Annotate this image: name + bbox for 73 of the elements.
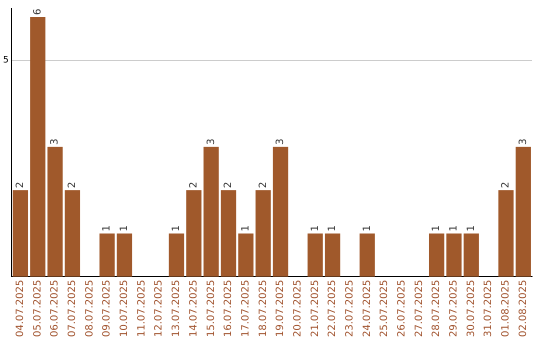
data-label: 2 xyxy=(14,182,26,188)
bar xyxy=(272,146,288,277)
x-tick-label: 10.07.2025 xyxy=(119,280,130,338)
data-label: 3 xyxy=(50,138,61,145)
data-label: 3 xyxy=(206,138,217,145)
data-label: 1 xyxy=(310,225,321,232)
x-tick-label: 16.07.2025 xyxy=(223,280,234,338)
bar xyxy=(238,233,254,277)
bar xyxy=(30,17,46,277)
x-tick-label: 23.07.2025 xyxy=(344,280,356,338)
bar xyxy=(256,190,271,277)
bar xyxy=(12,190,28,277)
bar xyxy=(498,190,514,277)
x-tick-label: 08.07.2025 xyxy=(84,280,96,338)
bar xyxy=(516,146,531,277)
x-tick-label: 31.07.2025 xyxy=(483,280,494,338)
data-label: 1 xyxy=(240,225,252,232)
data-label: 1 xyxy=(466,225,477,232)
bar xyxy=(204,146,219,277)
x-tick-label: 13.07.2025 xyxy=(171,280,182,338)
data-label: 1 xyxy=(119,225,130,232)
data-label: 3 xyxy=(275,138,286,145)
data-label: 1 xyxy=(362,225,373,232)
bar xyxy=(324,233,340,277)
x-tick-label: 01.08.2025 xyxy=(500,280,512,338)
x-tick-label: 11.07.2025 xyxy=(136,280,148,338)
x-tick-label: 27.07.2025 xyxy=(414,280,425,338)
x-tick-label: 18.07.2025 xyxy=(258,280,269,338)
bar xyxy=(168,233,184,277)
data-label: 2 xyxy=(500,182,512,188)
data-label: 2 xyxy=(223,182,234,188)
bar xyxy=(446,233,462,277)
x-tick-label: 24.07.2025 xyxy=(362,280,373,338)
x-tick-label: 14.07.2025 xyxy=(188,280,200,338)
data-label: 1 xyxy=(448,225,460,232)
data-label: 1 xyxy=(171,225,182,232)
x-tick-label: 28.07.2025 xyxy=(431,280,442,338)
data-label: 1 xyxy=(431,225,442,232)
x-tick-label: 07.07.2025 xyxy=(67,280,78,338)
bar xyxy=(186,190,202,277)
x-tick-label: 06.07.2025 xyxy=(50,280,61,338)
bar xyxy=(47,146,63,277)
bar xyxy=(99,233,115,277)
data-label: 2 xyxy=(188,182,200,188)
data-label: 2 xyxy=(258,182,269,188)
x-tick-label: 02.08.2025 xyxy=(518,280,529,338)
x-tick-label: 30.07.2025 xyxy=(466,280,477,338)
x-tick-label: 20.07.2025 xyxy=(292,280,304,338)
x-tick-label: 26.07.2025 xyxy=(396,280,408,338)
bar xyxy=(116,233,132,277)
bar xyxy=(64,190,80,277)
bar xyxy=(220,190,236,277)
x-tick-label: 05.07.2025 xyxy=(32,280,44,338)
x-tick-label: 19.07.2025 xyxy=(275,280,286,338)
bar xyxy=(360,233,375,277)
data-label: 3 xyxy=(518,138,529,145)
bar xyxy=(308,233,323,277)
x-tick-label: 17.07.2025 xyxy=(240,280,252,338)
x-tick-label: 29.07.2025 xyxy=(448,280,460,338)
data-label: 1 xyxy=(102,225,113,232)
x-tick-label: 04.07.2025 xyxy=(14,280,26,338)
y-tick-label: 5 xyxy=(2,56,9,66)
x-tick-label: 15.07.2025 xyxy=(206,280,217,338)
x-tick-label: 25.07.2025 xyxy=(379,280,390,338)
bar xyxy=(428,233,444,277)
bar xyxy=(464,233,479,277)
data-label: 6 xyxy=(32,8,44,16)
x-tick-label: 22.07.2025 xyxy=(327,280,338,338)
data-label: 2 xyxy=(67,182,78,188)
x-tick-label: 12.07.2025 xyxy=(154,280,165,338)
data-label: 1 xyxy=(327,225,338,232)
x-tick-label: 21.07.2025 xyxy=(310,280,321,338)
x-tick-label: 09.07.2025 xyxy=(102,280,113,338)
